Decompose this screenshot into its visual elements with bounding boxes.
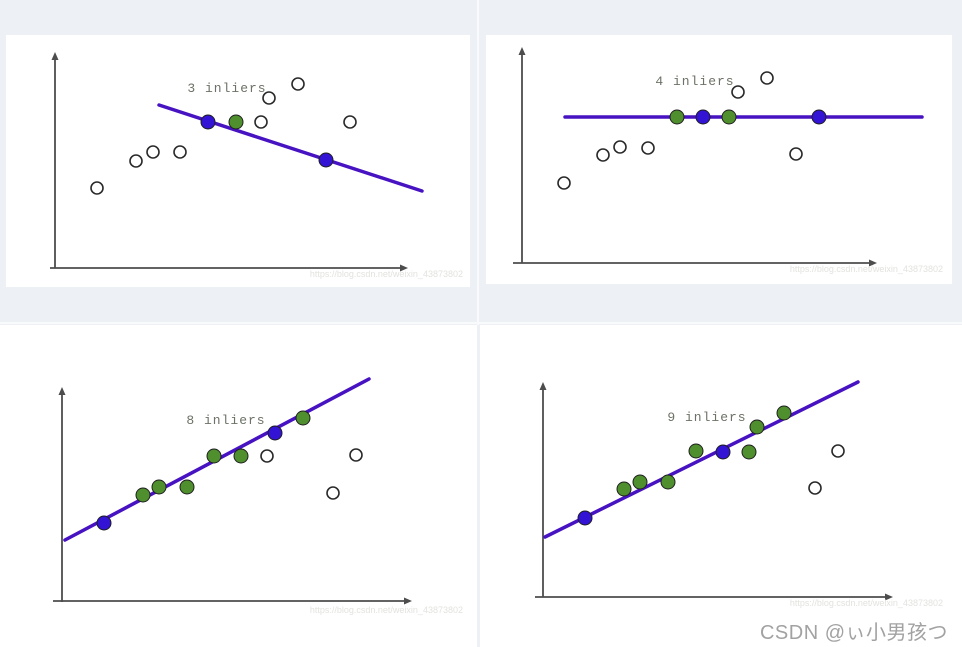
sample-point: [318, 152, 334, 168]
outlier-point: [90, 181, 104, 195]
inlier-point: [135, 487, 151, 503]
url-watermark: https://blog.csdn.net/weixin_43873802: [310, 269, 463, 279]
outlier-point: [260, 449, 274, 463]
outlier-point: [731, 85, 745, 99]
x-axis-arrow-icon: [885, 593, 893, 601]
inlier-point: [749, 419, 765, 435]
inlier-point: [616, 481, 632, 497]
outlier-point: [254, 115, 268, 129]
outlier-point: [831, 444, 845, 458]
sample-point: [695, 109, 711, 125]
outlier-point: [349, 448, 363, 462]
inlier-point: [669, 109, 685, 125]
iteration-8-inliers-plot: 8 inliers https://blog.csdn.net/weixin_43…: [53, 377, 463, 615]
inlier-point: [741, 444, 757, 460]
sample-point: [715, 444, 731, 460]
inlier-point: [206, 448, 222, 464]
outlier-point: [326, 486, 340, 500]
y-axis-arrow-icon: [539, 382, 547, 390]
inlier-point: [688, 443, 704, 459]
iteration-9-inliers-plot: 9 inliers https://blog.csdn.net/weixin_43…: [535, 380, 943, 608]
outlier-point: [613, 140, 627, 154]
y-axis-arrow-icon: [518, 47, 526, 55]
sample-point: [577, 510, 593, 526]
panel-9-inliers: 9 inliers https://blog.csdn.net/weixin_43…: [480, 325, 962, 647]
x-axis-arrow-icon: [400, 264, 408, 272]
outlier-point: [343, 115, 357, 129]
panel-4-inliers: 4 inliers https://blog.csdn.net/weixin_43…: [486, 35, 952, 284]
outlier-point: [641, 141, 655, 155]
inlier-count-label: 9 inliers: [667, 410, 746, 425]
iteration-4-inliers-plot: 4 inliers https://blog.csdn.net/weixin_43…: [513, 47, 943, 274]
inlier-point: [776, 405, 792, 421]
url-watermark: https://blog.csdn.net/weixin_43873802: [310, 605, 463, 615]
outlier-point: [557, 176, 571, 190]
iteration-3-inliers-plot: 3 inliers https://blog.csdn.net/weixin_43…: [50, 52, 463, 279]
outlier-point: [760, 71, 774, 85]
horizontal-panel-divider: [0, 322, 962, 324]
outlier-point: [262, 91, 276, 105]
outlier-point: [808, 481, 822, 495]
inlier-point: [295, 410, 311, 426]
y-axis-arrow-icon: [51, 52, 59, 60]
outlier-point: [596, 148, 610, 162]
csdn-author-watermark: CSDN @ぃ小男孩つ: [759, 622, 948, 644]
sample-point: [267, 425, 283, 441]
inlier-count-label: 8 inliers: [186, 413, 265, 428]
model-fit-line: [543, 380, 860, 539]
inlier-count-label: 4 inliers: [655, 74, 734, 89]
outlier-point: [291, 77, 305, 91]
inlier-point: [660, 474, 676, 490]
sample-point: [96, 515, 112, 531]
panel-8-inliers: 8 inliers https://blog.csdn.net/weixin_43…: [0, 325, 477, 647]
model-fit-line: [157, 103, 424, 193]
outlier-point: [146, 145, 160, 159]
sample-point: [200, 114, 216, 130]
inlier-point: [721, 109, 737, 125]
outlier-point: [789, 147, 803, 161]
vertical-panel-divider: [477, 0, 479, 325]
inlier-point: [233, 448, 249, 464]
inlier-point: [179, 479, 195, 495]
x-axis-arrow-icon: [404, 597, 412, 605]
panel-3-inliers: 3 inliers https://blog.csdn.net/weixin_43…: [6, 35, 470, 287]
inlier-point: [632, 474, 648, 490]
inlier-point: [151, 479, 167, 495]
inlier-point: [228, 114, 244, 130]
url-watermark: https://blog.csdn.net/weixin_43873802: [790, 598, 943, 608]
inlier-count-label: 3 inliers: [187, 81, 266, 96]
outlier-point: [129, 154, 143, 168]
x-axis-arrow-icon: [869, 259, 877, 267]
sample-point: [811, 109, 827, 125]
outlier-point: [173, 145, 187, 159]
url-watermark: https://blog.csdn.net/weixin_43873802: [790, 264, 943, 274]
y-axis-arrow-icon: [58, 387, 66, 395]
